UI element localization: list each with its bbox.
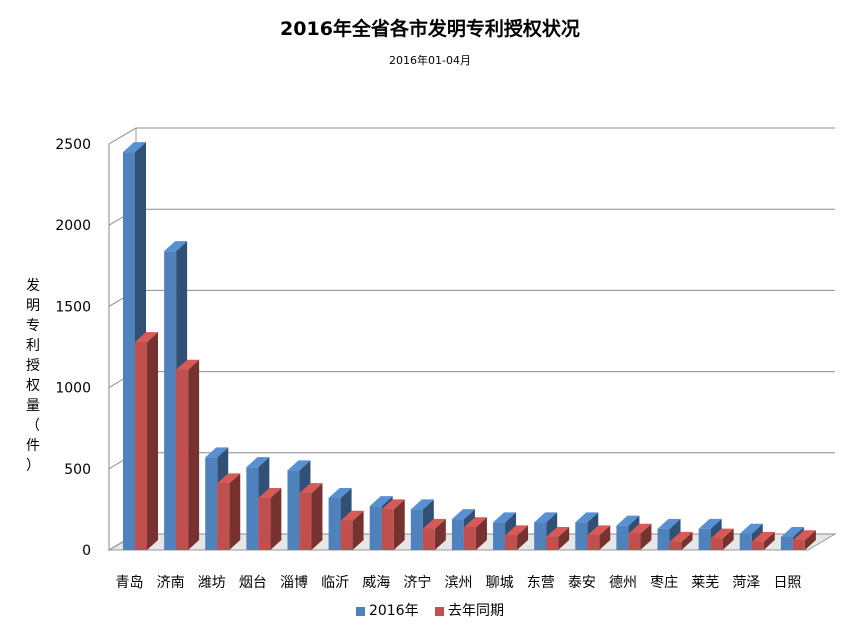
chart-subtitle: 2016年01-04月 [389, 54, 471, 67]
gridline [108, 289, 835, 307]
legend-item-2016: 2016年 [355, 600, 419, 620]
x-tick-label: 莱芜 [691, 574, 719, 591]
x-tick-label: 济南 [157, 575, 185, 591]
y-tick-label: 0 [82, 543, 91, 559]
x-tick-label: 烟台 [239, 575, 267, 591]
x-tick-label: 德州 [609, 575, 637, 591]
bar-last-year [176, 359, 200, 550]
bar-last-year [381, 499, 405, 550]
bar-last-year [340, 510, 364, 550]
gridline [108, 371, 835, 389]
x-tick-label: 菏泽 [732, 575, 760, 591]
bar-last-year [669, 531, 693, 550]
x-tick-label: 临沂 [321, 575, 349, 591]
bar-last-year [587, 525, 611, 550]
bar-last-year [628, 523, 652, 550]
bar-last-year [710, 528, 734, 550]
legend-item-last-year: 去年同期 [435, 600, 504, 620]
bar-last-year [135, 332, 158, 550]
y-tick-label: 1000 [55, 381, 91, 397]
gridline [108, 208, 835, 226]
chart-title: 2016年全省各市发明专利授权状况 [280, 18, 580, 40]
y-tick-label: 2000 [55, 218, 91, 234]
x-tick-label: 淄博 [280, 574, 308, 591]
x-tick-label: 东营 [527, 575, 555, 591]
legend-label-2016: 2016年 [368, 603, 419, 619]
y-axis-label: 发明专利授权量（件） [26, 278, 40, 474]
legend-swatch-last-year [435, 606, 445, 616]
bar-last-year [217, 473, 241, 550]
bar-last-year [546, 527, 570, 550]
bar-last-year [258, 488, 282, 550]
x-tick-label: 济宁 [403, 574, 431, 591]
x-tick-label: 枣庄 [650, 574, 678, 591]
bar-last-year [505, 525, 529, 550]
bar-last-year [792, 530, 816, 550]
legend: 2016年 去年同期 [0, 600, 860, 620]
x-tick-label: 潍坊 [198, 575, 226, 591]
x-tick-label: 日照 [773, 575, 801, 591]
y-tick-label: 1500 [55, 299, 91, 315]
x-tick-label: 泰安 [568, 575, 596, 591]
bar-last-year [751, 531, 775, 550]
bar-last-year [422, 518, 446, 550]
gridline [108, 127, 835, 145]
legend-swatch-2016 [355, 606, 365, 616]
y-tick-label: 500 [64, 462, 91, 478]
legend-label-last-year: 去年同期 [448, 603, 505, 619]
x-tick-label: 青岛 [116, 575, 144, 591]
x-tick-label: 聊城 [486, 575, 514, 591]
y-tick-label: 2500 [55, 137, 91, 153]
bar-last-year [299, 483, 323, 550]
x-tick-label: 滨州 [445, 575, 473, 591]
x-tick-label: 威海 [362, 575, 390, 591]
bar-last-year [463, 517, 487, 550]
